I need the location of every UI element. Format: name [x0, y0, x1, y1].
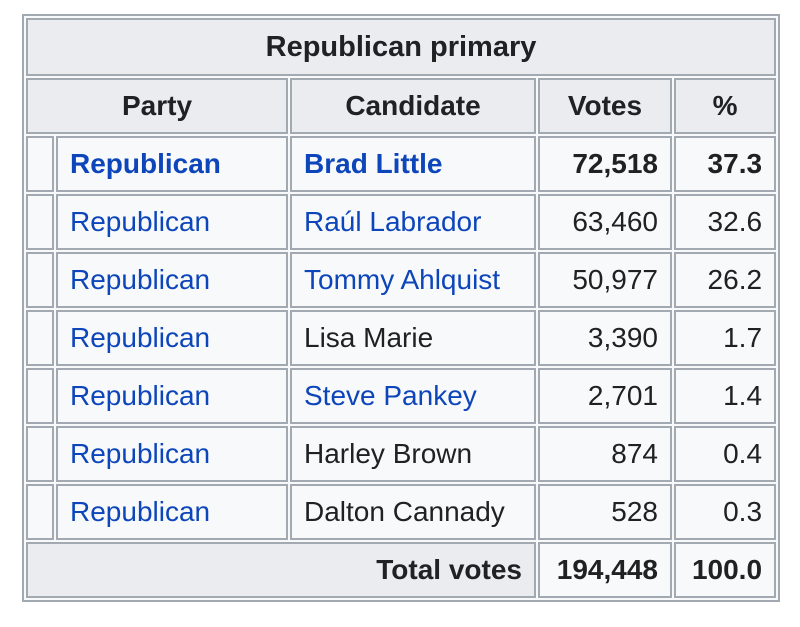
- candidate-name: Dalton Cannady: [304, 496, 505, 527]
- party-color-swatch: [26, 310, 54, 366]
- table-header-row: Party Candidate Votes %: [26, 78, 777, 134]
- total-votes-value: 194,448: [538, 542, 672, 598]
- votes-cell: 3,390: [538, 310, 672, 366]
- page: Republican primary Party Candidate Votes…: [22, 14, 781, 602]
- column-header-candidate: Candidate: [290, 78, 536, 134]
- party-cell: Republican: [56, 194, 288, 250]
- table-title: Republican primary: [26, 18, 777, 76]
- total-percent-value: 100.0: [674, 542, 777, 598]
- total-votes-label: Total votes: [26, 542, 536, 598]
- candidate-cell: Harley Brown: [290, 426, 536, 482]
- candidate-cell: Lisa Marie: [290, 310, 536, 366]
- votes-cell: 874: [538, 426, 672, 482]
- republican-primary-results-table: Republican primary Party Candidate Votes…: [22, 14, 781, 602]
- party-link[interactable]: Republican: [70, 438, 211, 469]
- percent-cell: 1.4: [674, 368, 777, 424]
- percent-cell: 37.3: [674, 136, 777, 192]
- result-row: Republican Tommy Ahlquist 50,977 26.2: [26, 252, 777, 308]
- result-row: Republican Harley Brown 874 0.4: [26, 426, 777, 482]
- votes-cell: 528: [538, 484, 672, 540]
- party-cell: Republican: [56, 252, 288, 308]
- votes-cell: 63,460: [538, 194, 672, 250]
- party-link[interactable]: Republican: [70, 264, 211, 295]
- party-cell: Republican: [56, 368, 288, 424]
- party-color-swatch: [26, 194, 54, 250]
- result-row: Republican Dalton Cannady 528 0.3: [26, 484, 777, 540]
- party-color-swatch: [26, 252, 54, 308]
- percent-cell: 32.6: [674, 194, 777, 250]
- column-header-votes: Votes: [538, 78, 672, 134]
- candidate-link[interactable]: Brad Little: [304, 148, 443, 179]
- party-color-swatch: [26, 426, 54, 482]
- candidate-link[interactable]: Tommy Ahlquist: [304, 264, 501, 295]
- party-cell: Republican: [56, 484, 288, 540]
- party-color-swatch: [26, 484, 54, 540]
- party-color-swatch: [26, 136, 54, 192]
- party-link[interactable]: Republican: [70, 148, 221, 179]
- percent-cell: 1.7: [674, 310, 777, 366]
- result-row: Republican Steve Pankey 2,701 1.4: [26, 368, 777, 424]
- candidate-link[interactable]: Raúl Labrador: [304, 206, 482, 237]
- column-header-party: Party: [26, 78, 288, 134]
- percent-cell: 0.4: [674, 426, 777, 482]
- result-row: Republican Raúl Labrador 63,460 32.6: [26, 194, 777, 250]
- party-link[interactable]: Republican: [70, 206, 211, 237]
- party-cell: Republican: [56, 310, 288, 366]
- party-link[interactable]: Republican: [70, 322, 211, 353]
- party-cell: Republican: [56, 426, 288, 482]
- candidate-cell: Steve Pankey: [290, 368, 536, 424]
- percent-cell: 26.2: [674, 252, 777, 308]
- candidate-name: Lisa Marie: [304, 322, 434, 353]
- party-link[interactable]: Republican: [70, 496, 211, 527]
- candidate-name: Harley Brown: [304, 438, 473, 469]
- result-row: Republican Brad Little 72,518 37.3: [26, 136, 777, 192]
- results-tbody: Republican Brad Little 72,518 37.3 Repub…: [26, 136, 777, 540]
- candidate-cell: Tommy Ahlquist: [290, 252, 536, 308]
- result-row: Republican Lisa Marie 3,390 1.7: [26, 310, 777, 366]
- candidate-cell: Brad Little: [290, 136, 536, 192]
- votes-cell: 2,701: [538, 368, 672, 424]
- column-header-percent: %: [674, 78, 777, 134]
- candidate-cell: Raúl Labrador: [290, 194, 536, 250]
- party-color-swatch: [26, 368, 54, 424]
- total-row: Total votes 194,448 100.0: [26, 542, 777, 598]
- candidate-cell: Dalton Cannady: [290, 484, 536, 540]
- party-cell: Republican: [56, 136, 288, 192]
- party-link[interactable]: Republican: [70, 380, 211, 411]
- candidate-link[interactable]: Steve Pankey: [304, 380, 477, 411]
- votes-cell: 72,518: [538, 136, 672, 192]
- votes-cell: 50,977: [538, 252, 672, 308]
- percent-cell: 0.3: [674, 484, 777, 540]
- table-title-row: Republican primary: [26, 18, 777, 76]
